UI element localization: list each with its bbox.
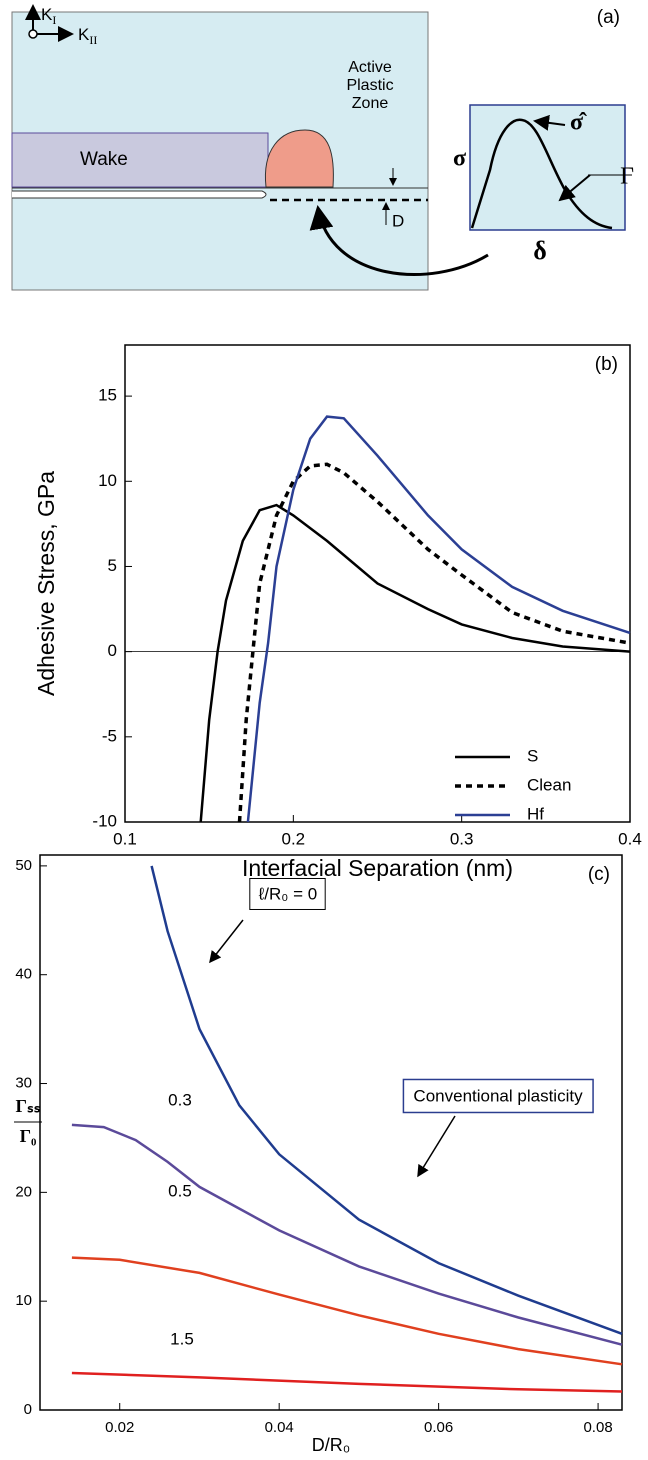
panel-label: (a): [597, 7, 620, 28]
series-line: [246, 415, 631, 823]
panel-label: (b): [595, 354, 618, 375]
zone-label: Plastic: [346, 77, 393, 94]
label-box: [249, 877, 326, 910]
gamma-label: Γ: [620, 164, 634, 190]
x-axis-label: Interfacial Separation (nm): [242, 855, 513, 881]
wake-region: [11, 132, 269, 188]
legend-label: S: [527, 746, 538, 765]
x-tick-label: 0.02: [105, 1419, 134, 1436]
crack: [12, 190, 267, 199]
annotation-box: [402, 1078, 594, 1114]
x-tick-label: 0.2: [282, 829, 306, 848]
series-line: [150, 865, 623, 1335]
series-label: 1.5: [170, 1329, 194, 1348]
sigma-hat-label: σ̂: [570, 110, 587, 136]
series-line: [199, 503, 631, 823]
y-axis-label: Adhesive Stress, GPa: [33, 471, 59, 696]
y-tick-label: 50: [15, 857, 32, 874]
x-tick-label: 0.3: [450, 829, 474, 848]
arrow: [533, 114, 566, 131]
zone-label: Active: [348, 59, 392, 76]
x-tick-label: 0.06: [424, 1419, 453, 1436]
series-label: 0.3: [168, 1090, 192, 1109]
k-ii-label: KII: [78, 25, 97, 46]
x-tick-label: 0.04: [265, 1419, 294, 1436]
y-tick-label: 0: [108, 641, 117, 660]
k-subscript: I: [52, 13, 56, 27]
k-i-label: KI: [41, 5, 56, 26]
y-axis-label: Γₛₛ: [16, 1096, 41, 1116]
plastic-zone: [264, 129, 334, 188]
x-tick-label: 0.4: [618, 829, 642, 848]
d-label: D: [392, 211, 404, 230]
y-tick-label: 30: [15, 1074, 32, 1091]
x-tick-label: 0.1: [113, 829, 137, 848]
k-symbol: K: [78, 25, 90, 44]
arrow: [558, 174, 591, 202]
series-label: ℓ/R₀ = 0: [258, 884, 317, 903]
k-symbol: K: [41, 5, 53, 24]
arrow: [209, 919, 244, 964]
series-line: [71, 1123, 623, 1346]
legend-label: Hf: [527, 804, 544, 823]
plot-frame: [124, 344, 631, 823]
plot-frame: [39, 854, 623, 1411]
series-label: 0.5: [168, 1181, 192, 1200]
annotation: Conventional plasticity: [413, 1086, 583, 1105]
arrow: [309, 205, 489, 276]
panel-a: D KI KII Wake Active Plastic Zone (a) σ …: [11, 4, 634, 291]
y-tick-label: -10: [92, 811, 117, 830]
zone-label: Zone: [352, 95, 389, 112]
wake-label: Wake: [80, 149, 128, 170]
y-tick-label: 10: [98, 471, 117, 490]
x-tick-label: 0.08: [583, 1419, 612, 1436]
sigma-label: σ: [453, 146, 466, 172]
delta-label: δ: [533, 236, 547, 265]
y-tick-label: 0: [24, 1401, 32, 1418]
traction-law: [470, 118, 613, 230]
series-line: [237, 462, 631, 823]
k-subscript: II: [89, 33, 97, 47]
y-tick-label: 40: [15, 966, 32, 983]
series-line: [71, 1371, 623, 1393]
y-tick-label: 15: [98, 386, 117, 405]
series-line: [71, 1256, 623, 1366]
y-tick-label: 5: [108, 556, 117, 575]
y-tick-label: 20: [15, 1183, 32, 1200]
inset: [469, 104, 626, 231]
arrow: [417, 1115, 456, 1178]
legend-label: Clean: [527, 775, 571, 794]
panel-label: (c): [588, 864, 610, 885]
x-axis-label: D/R₀: [312, 1435, 350, 1455]
y-axis-label: Γ₀: [20, 1126, 37, 1146]
origin: [28, 29, 38, 39]
y-tick-label: -5: [102, 726, 117, 745]
y-tick-label: 10: [15, 1292, 32, 1309]
